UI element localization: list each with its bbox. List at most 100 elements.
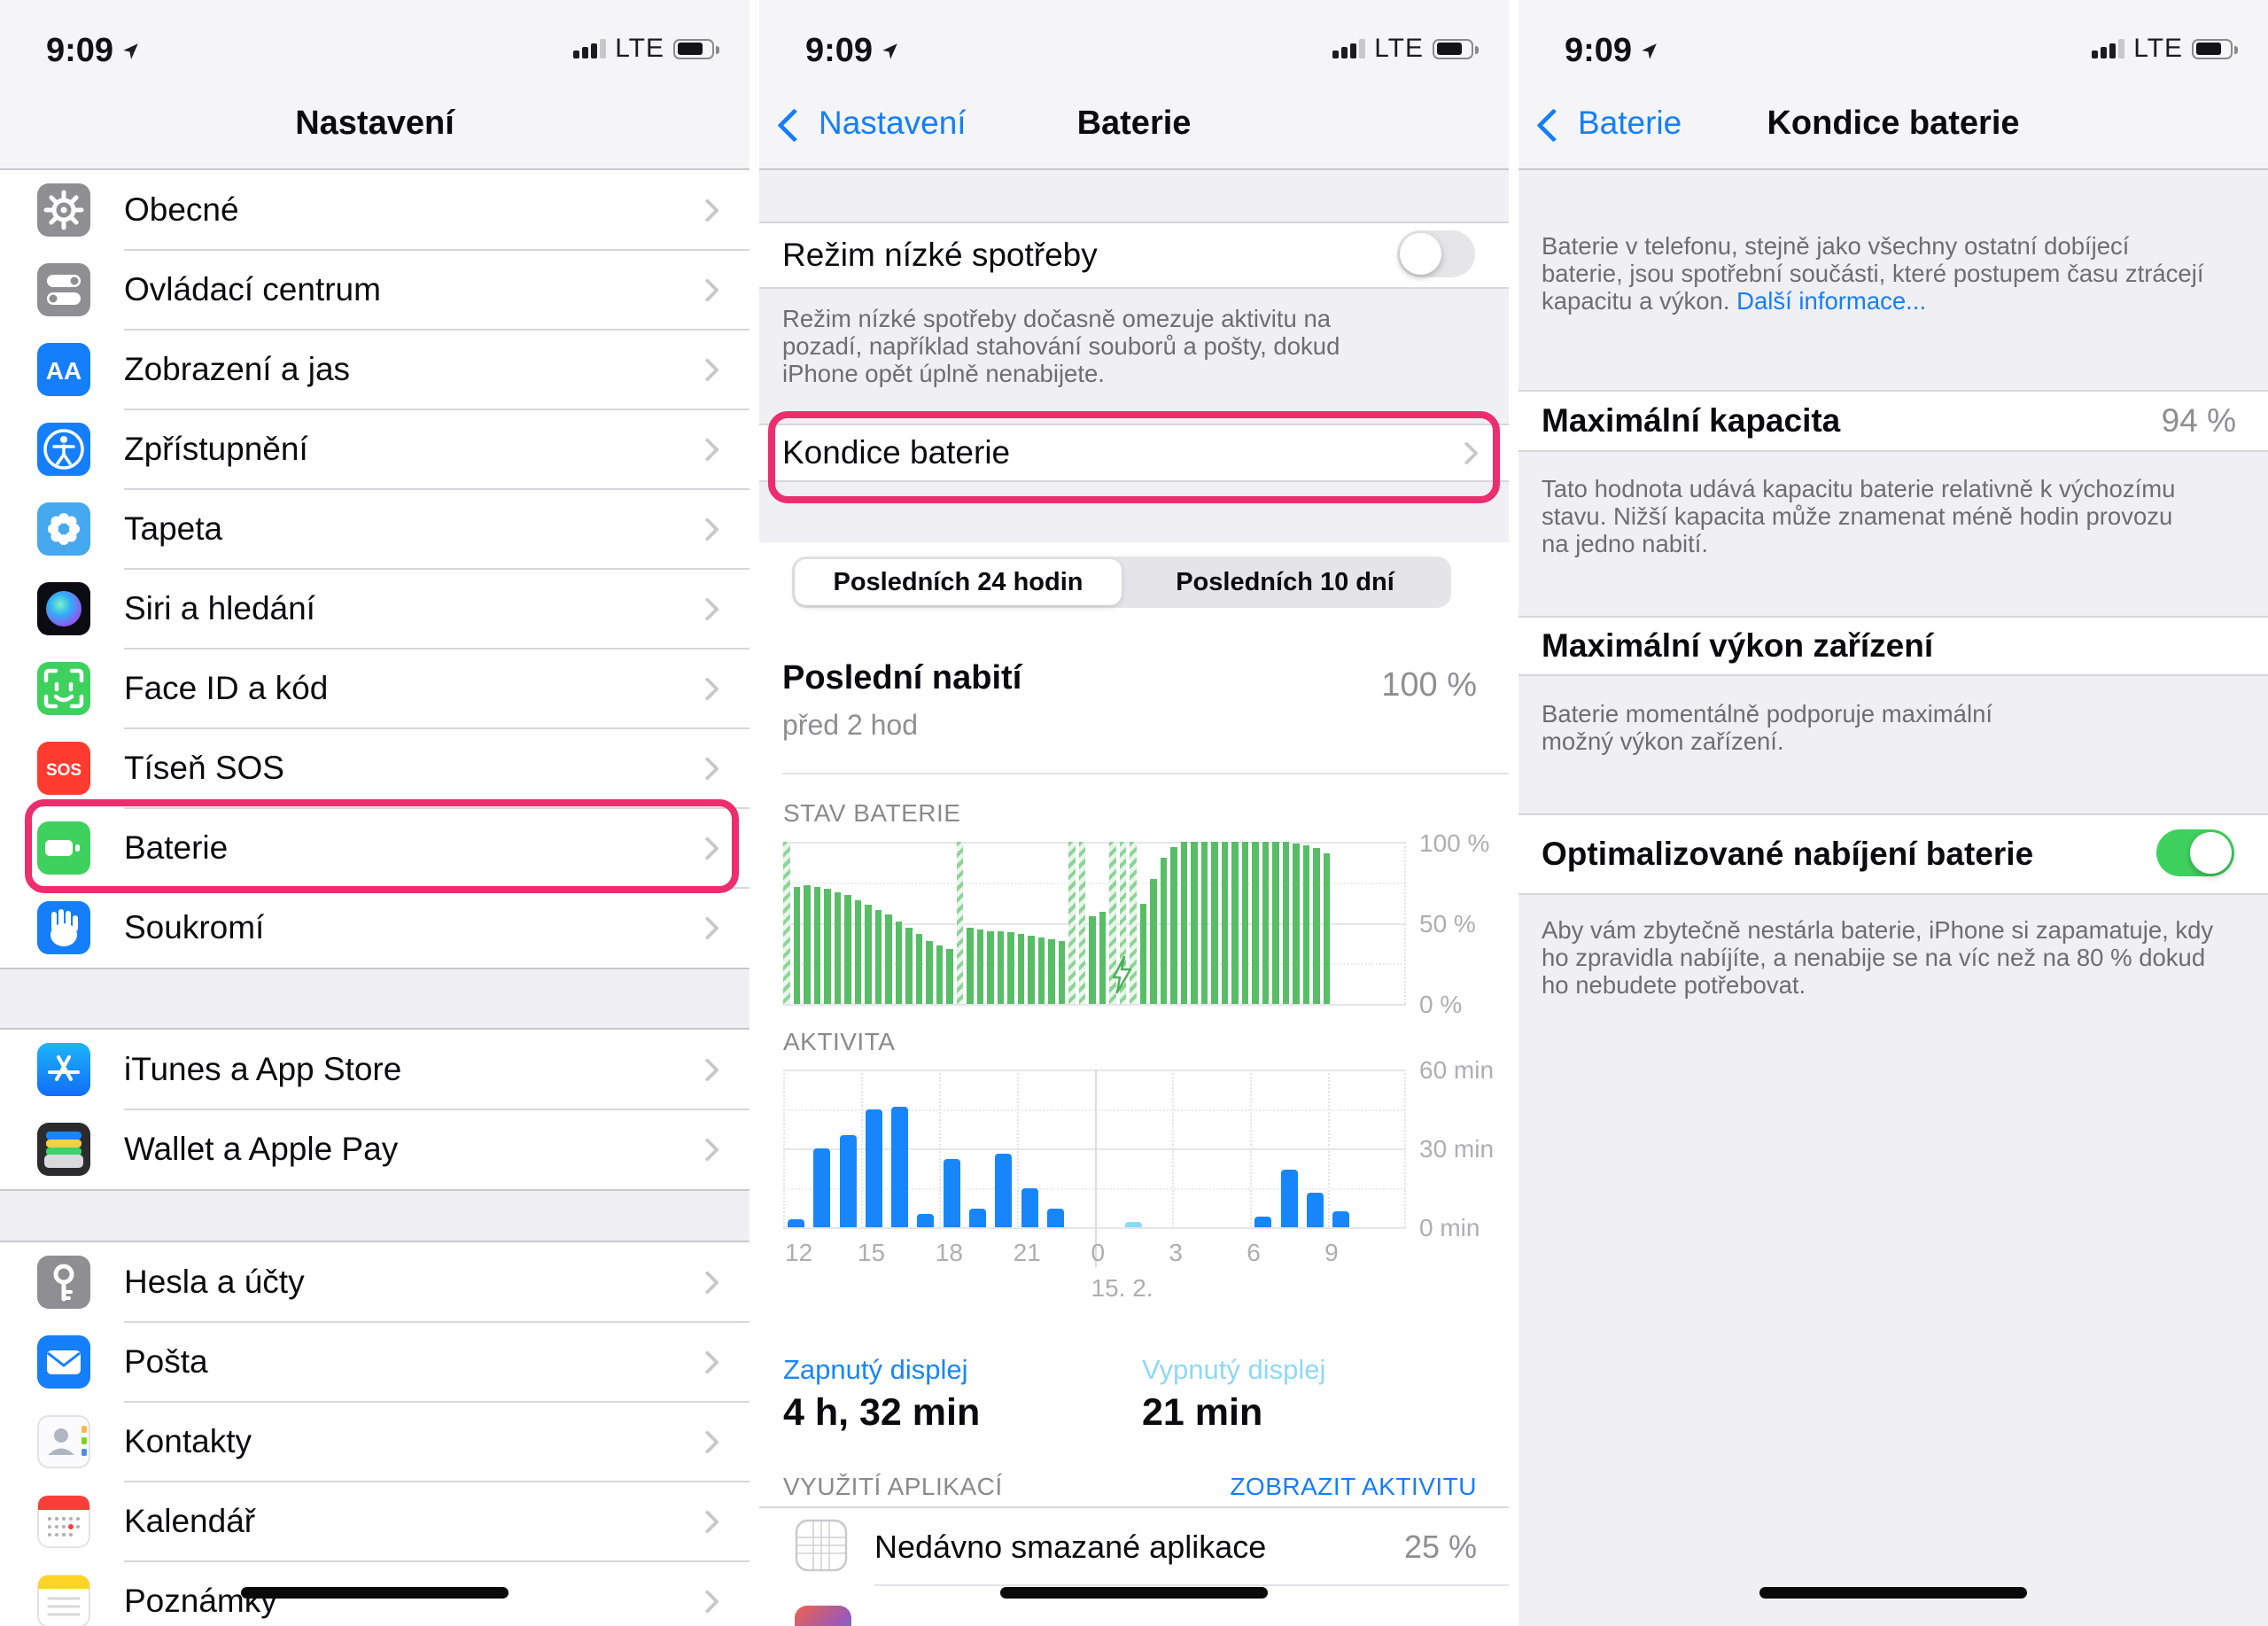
list-item-label: Tíseň SOS <box>124 750 284 786</box>
xtick-label: 3 <box>1169 1239 1183 1266</box>
chevron-right-icon <box>695 1138 719 1162</box>
level-bar <box>1028 936 1035 1004</box>
activity-bar-hour-1 <box>1124 1222 1142 1227</box>
activity-bar-hour-22 <box>1046 1209 1064 1227</box>
sidebar-item-tapeta[interactable]: Tapeta <box>0 489 750 570</box>
location-arrow-icon <box>1642 43 1657 59</box>
sidebar-item-face-id-a-k-d[interactable]: Face ID a kód <box>0 649 750 729</box>
divider <box>124 727 750 729</box>
home-indicator[interactable] <box>1000 1587 1268 1599</box>
level-bar <box>1302 844 1309 1004</box>
list-item-label: Tapeta <box>124 510 223 547</box>
level-bar <box>1007 932 1014 1004</box>
level-bar <box>885 914 892 1004</box>
sidebar-item-kalend-[interactable]: Kalendář <box>0 1482 750 1562</box>
sidebar-item-hesla-a-ty[interactable]: Hesla a účty <box>0 1242 750 1323</box>
low-power-label: Režim nízké spotřeby <box>782 237 1098 273</box>
divider <box>124 1109 750 1110</box>
charging-bar <box>956 842 963 1004</box>
gridline-vertical <box>860 1070 863 1227</box>
sidebar-item-t-se-sos[interactable]: SOS Tíseň SOS <box>0 728 750 809</box>
gridline-vertical <box>1094 1070 1097 1267</box>
level-bar <box>976 929 983 1004</box>
app-usage-value: 25 % <box>1403 1529 1477 1565</box>
home-indicator[interactable] <box>1759 1587 2027 1599</box>
notes-icon <box>37 1575 90 1626</box>
sidebar-item-soukrom-[interactable]: Soukromí <box>0 888 750 968</box>
more-info-link[interactable]: Další informace... <box>1736 287 1927 315</box>
list-item-label: Pošta <box>124 1343 208 1380</box>
level-bar <box>854 899 861 1004</box>
sidebar-item-baterie[interactable]: Baterie <box>0 808 750 889</box>
sidebar-item-po-ta[interactable]: Pošta <box>0 1322 750 1403</box>
divider <box>759 1506 1509 1508</box>
divider <box>124 807 750 809</box>
level-bar <box>824 889 831 1004</box>
level-bar <box>1282 842 1289 1004</box>
status-bar: 9:09 LTE <box>759 0 1509 75</box>
battery-icon <box>37 821 90 875</box>
level-bar <box>1241 842 1248 1004</box>
activity-chart <box>783 1070 1406 1267</box>
sidebar-item-siri-a-hled-n-[interactable]: Siri a hledání <box>0 569 750 650</box>
divider <box>124 1401 750 1403</box>
show-activity-link[interactable]: ZOBRAZIT AKTIVITU <box>1230 1473 1477 1500</box>
charging-bar <box>1068 842 1076 1004</box>
xtick-label: 12 <box>785 1239 813 1266</box>
app-usage-header: VYUŽITÍ APLIKACÍ <box>783 1473 1003 1500</box>
list-item-label: Ovládací centrum <box>124 271 381 307</box>
level-bar <box>1252 842 1259 1004</box>
accessibility-icon <box>37 423 90 476</box>
status-time: 9:09 <box>46 32 140 70</box>
sidebar-item-wallet-a-apple-pay[interactable]: Wallet a Apple Pay <box>0 1109 750 1189</box>
xtick-label: 6 <box>1247 1239 1261 1266</box>
list-item-label: Wallet a Apple Pay <box>124 1131 399 1167</box>
gridline-vertical <box>1328 1070 1331 1227</box>
app-usage-row[interactable]: Nedávno smazané aplikace 25 % <box>759 1508 1509 1586</box>
low-power-row: Režim nízké spotřeby <box>759 222 1509 289</box>
sidebar-item-kontakty[interactable]: Kontakty <box>0 1402 750 1482</box>
low-power-toggle[interactable] <box>1397 230 1475 277</box>
last-charge-label: Poslední nabití <box>782 659 1022 696</box>
battery-header <box>759 0 1509 170</box>
back-button[interactable]: Nastavení <box>777 105 967 143</box>
ytick-60min: 60 min <box>1419 1056 1495 1084</box>
home-indicator[interactable] <box>241 1587 509 1599</box>
low-power-note: Režim nízké spotřeby dočasně omezuje akt… <box>782 305 1340 387</box>
chevron-right-icon <box>695 438 719 462</box>
ytick-100: 100 % <box>1419 829 1490 857</box>
battery-level-chart <box>783 842 1406 1006</box>
optimized-charging-note: Aby vám zbytečně nestárla baterie, iPhon… <box>1542 916 2214 999</box>
status-time: 9:09 <box>805 32 899 70</box>
sidebar-item-ovl-dac-centrum[interactable]: Ovládací centrum <box>0 250 750 331</box>
segment-last-10d[interactable]: Posledních 10 dní <box>1176 567 1394 596</box>
optimized-charging-toggle[interactable] <box>2156 829 2234 876</box>
list-item-label: Siri a hledání <box>124 590 315 626</box>
sidebar-item-obecn-[interactable]: Obecné <box>0 170 750 251</box>
segment-last-24h[interactable]: Posledních 24 hodin <box>795 559 1122 605</box>
network-type: LTE <box>1374 34 1424 63</box>
clock: 9:09 <box>805 32 874 69</box>
ytick-30min: 30 min <box>1419 1135 1495 1163</box>
level-bar <box>1170 846 1177 1004</box>
xtick-label: 15 <box>857 1239 886 1266</box>
battery-health-row[interactable]: Kondice baterie <box>759 424 1509 482</box>
activity-bar-hour-18 <box>943 1158 960 1227</box>
level-bar <box>844 895 851 1004</box>
level-bar <box>997 930 1004 1004</box>
sidebar-item-itunes-a-app-store[interactable]: iTunes a App Store <box>0 1030 750 1110</box>
level-bar <box>1058 940 1065 1004</box>
activity-bar-hour-12 <box>788 1219 804 1227</box>
list-item-label: Kalendář <box>124 1503 256 1539</box>
sidebar-item-zp-stupn-n-[interactable]: Zpřístupnění <box>0 409 750 490</box>
network-type: LTE <box>615 34 664 63</box>
last-charge-sub: před 2 hod <box>782 709 919 741</box>
siri-icon <box>37 582 90 635</box>
sidebar-item-zobrazen-a-jas[interactable]: AA Zobrazení a jas <box>0 330 750 410</box>
activity-bar-hour-20 <box>995 1153 1013 1227</box>
status-bar: 9:09 LTE <box>1518 0 2268 75</box>
back-button[interactable]: Baterie <box>1536 105 1682 143</box>
list-item-label: Obecné <box>124 191 239 228</box>
signal-icon <box>573 39 607 58</box>
divider <box>124 1481 750 1482</box>
